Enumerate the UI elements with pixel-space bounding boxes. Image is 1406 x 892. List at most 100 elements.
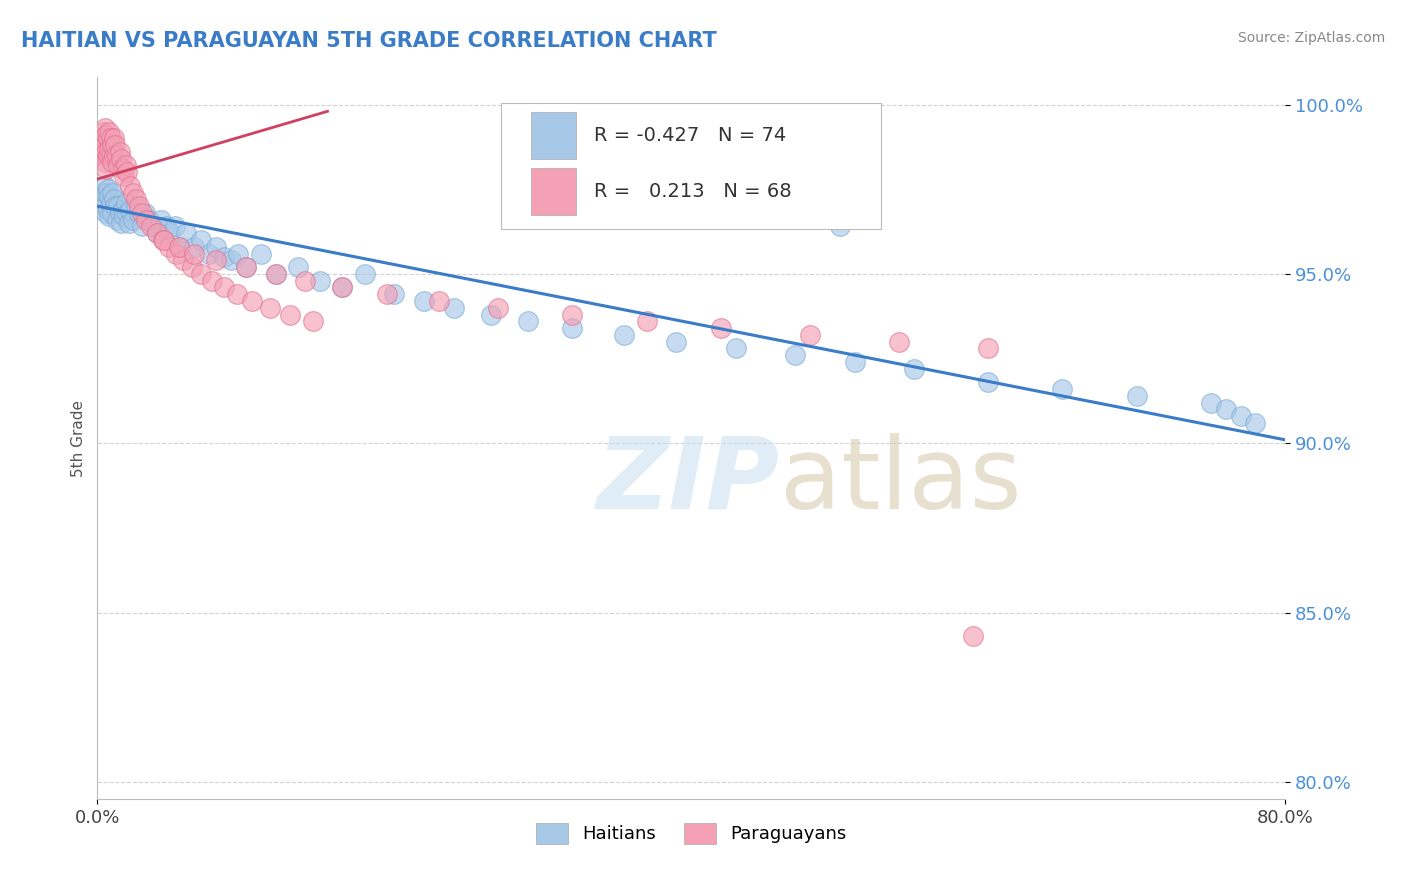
Point	[105, 212, 128, 227]
Point	[309, 274, 332, 288]
Point	[90, 131, 112, 145]
Point	[280, 308, 302, 322]
Point	[183, 240, 205, 254]
Point	[169, 240, 191, 254]
Point	[330, 280, 353, 294]
Point	[100, 195, 122, 210]
Point	[205, 253, 228, 268]
Point	[96, 128, 118, 142]
Point	[962, 629, 984, 643]
Point	[710, 321, 733, 335]
Point	[799, 327, 821, 342]
Text: R = -0.427   N = 74: R = -0.427 N = 74	[593, 126, 786, 145]
Point	[115, 165, 138, 179]
Point	[128, 206, 150, 220]
Point	[382, 287, 405, 301]
Point	[101, 155, 124, 169]
Point	[131, 206, 153, 220]
Point	[145, 226, 167, 240]
Point	[107, 199, 129, 213]
Point	[844, 355, 866, 369]
Point	[105, 148, 128, 162]
Point	[264, 267, 287, 281]
Point	[613, 327, 636, 342]
Legend: Haitians, Paraguayans: Haitians, Paraguayans	[536, 823, 846, 844]
FancyBboxPatch shape	[501, 103, 882, 229]
Point	[110, 216, 132, 230]
Point	[1052, 382, 1074, 396]
Point	[100, 148, 122, 162]
Point	[479, 308, 502, 322]
Point	[181, 260, 204, 274]
Point	[134, 206, 156, 220]
Point	[259, 301, 281, 315]
Point	[190, 233, 212, 247]
Point	[94, 138, 117, 153]
Point	[176, 226, 198, 240]
Point	[205, 240, 228, 254]
Point	[142, 219, 165, 234]
Point	[157, 240, 180, 254]
Point	[785, 348, 807, 362]
Point	[330, 280, 353, 294]
Text: Source: ZipAtlas.com: Source: ZipAtlas.com	[1237, 31, 1385, 45]
Point	[100, 131, 122, 145]
Point	[91, 145, 114, 159]
Point	[96, 161, 118, 176]
Text: atlas: atlas	[780, 433, 1022, 530]
Point	[135, 212, 157, 227]
Point	[294, 274, 316, 288]
Point	[125, 193, 148, 207]
Point	[111, 202, 134, 217]
Point	[118, 178, 141, 193]
Point	[1244, 416, 1267, 430]
Point	[165, 246, 187, 260]
Point	[977, 376, 1000, 390]
Point	[97, 182, 120, 196]
Point	[96, 145, 118, 159]
Point	[413, 293, 436, 308]
Point	[108, 145, 131, 159]
Point	[561, 308, 583, 322]
Point	[190, 267, 212, 281]
Point	[114, 195, 136, 210]
Point	[90, 148, 112, 162]
Text: R =   0.213   N = 68: R = 0.213 N = 68	[593, 182, 792, 201]
Point	[353, 267, 375, 281]
Point	[101, 206, 124, 220]
Point	[97, 148, 120, 162]
Point	[155, 219, 177, 234]
Point	[112, 169, 135, 183]
Point	[201, 274, 224, 288]
Point	[665, 334, 688, 349]
Point	[94, 155, 117, 169]
Point	[163, 219, 186, 234]
Point	[96, 186, 118, 200]
Point	[724, 342, 747, 356]
Point	[443, 301, 465, 315]
Point	[150, 212, 173, 227]
Point	[90, 186, 112, 200]
Point	[103, 193, 125, 207]
Point	[128, 199, 150, 213]
Point	[111, 161, 134, 176]
Point	[301, 314, 323, 328]
Point	[235, 260, 257, 274]
Point	[94, 121, 117, 136]
Point	[887, 334, 910, 349]
Point	[101, 138, 124, 153]
Point	[97, 131, 120, 145]
Point	[103, 148, 125, 162]
Point	[212, 280, 235, 294]
Point	[112, 209, 135, 223]
Point	[108, 206, 131, 220]
Point	[212, 250, 235, 264]
Point	[1229, 409, 1251, 424]
Text: ZIP: ZIP	[596, 433, 779, 530]
Point	[828, 219, 851, 234]
Point	[97, 202, 120, 217]
Point	[1199, 395, 1222, 409]
Point	[122, 212, 145, 227]
Point	[138, 212, 160, 227]
Point	[103, 131, 125, 145]
